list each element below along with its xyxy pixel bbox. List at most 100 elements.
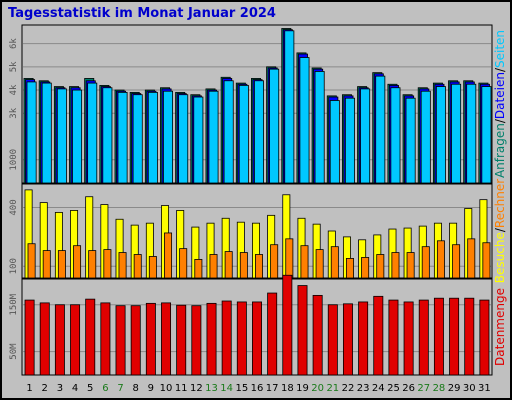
bar-seiten-day-31 xyxy=(481,86,492,184)
x-tick-label-day-15: 15 xyxy=(235,383,248,394)
bar-datenmenge-day-7 xyxy=(115,305,126,376)
bar-seiten-day-17 xyxy=(269,68,280,184)
bar-seiten-day-15 xyxy=(238,85,249,184)
x-tick-label-day-30: 30 xyxy=(463,383,476,394)
bar-seiten-day-26 xyxy=(405,97,416,184)
x-tick-label-day-14: 14 xyxy=(220,383,233,394)
bar-rechner-day-27 xyxy=(421,246,430,279)
bar-seiten-day-20 xyxy=(314,71,325,184)
bar-rechner-day-19 xyxy=(300,245,309,279)
bar-seiten-day-28 xyxy=(435,86,446,184)
y-tick-label: 4k xyxy=(9,84,19,95)
bar-datenmenge-day-6 xyxy=(100,302,111,376)
bar-seiten-day-14 xyxy=(223,80,234,184)
x-tick-label-day-23: 23 xyxy=(357,383,370,394)
x-tick-label-day-4: 4 xyxy=(72,383,78,394)
bar-datenmenge-day-4 xyxy=(70,304,81,376)
bar-datenmenge-day-17 xyxy=(267,292,278,376)
y-tick-label: 400 xyxy=(9,199,19,215)
x-tick-label-day-20: 20 xyxy=(311,383,324,394)
x-tick-label-day-27: 27 xyxy=(417,383,430,394)
bar-datenmenge-day-15 xyxy=(236,301,247,376)
legend-bottom: Datenmenge xyxy=(493,288,507,366)
bar-datenmenge-day-22 xyxy=(342,303,353,376)
bar-rechner-day-3 xyxy=(57,250,66,279)
y-tick-label: 150M xyxy=(9,293,19,315)
bar-seiten-day-12 xyxy=(193,96,204,184)
bar-rechner-day-17 xyxy=(270,244,279,279)
legend-entry-seiten: Seiten xyxy=(493,30,507,68)
bar-seiten-day-10 xyxy=(163,90,174,184)
bar-datenmenge-day-5 xyxy=(85,298,96,376)
bar-rechner-day-26 xyxy=(406,252,415,279)
x-tick-label-day-28: 28 xyxy=(433,383,446,394)
bar-datenmenge-day-26 xyxy=(403,301,414,376)
bar-seiten-day-30 xyxy=(466,83,477,184)
bar-rechner-day-15 xyxy=(239,252,248,279)
bar-datenmenge-day-16 xyxy=(252,301,262,376)
x-tick-label-day-21: 21 xyxy=(326,383,339,394)
legend-entry-besuche: Besuche xyxy=(493,232,507,283)
bar-rechner-day-12 xyxy=(194,258,203,279)
bar-datenmenge-day-19 xyxy=(297,285,308,376)
bar-rechner-day-16 xyxy=(255,254,263,279)
bar-seiten-day-18 xyxy=(284,30,295,184)
bar-datenmenge-day-27 xyxy=(418,299,429,376)
x-tick-label-day-9: 9 xyxy=(148,383,154,394)
x-tick-label-day-16: 16 xyxy=(251,383,264,394)
bar-datenmenge-day-11 xyxy=(176,304,187,376)
bar-seiten-day-9 xyxy=(147,91,158,184)
bar-datenmenge-day-28 xyxy=(433,297,444,376)
bar-rechner-day-22 xyxy=(345,258,354,279)
y-tick-label: 50M xyxy=(9,343,19,360)
x-tick-label-day-11: 11 xyxy=(175,383,188,394)
bar-seiten-day-24 xyxy=(375,75,386,184)
bar-rechner-day-8 xyxy=(133,254,142,279)
legend-entry-rechner: Rechner xyxy=(493,179,507,228)
bar-seiten-day-22 xyxy=(344,97,355,184)
legend-entry-datenmenge: Datenmenge xyxy=(493,288,507,366)
bar-datenmenge-day-2 xyxy=(39,302,50,376)
bar-rechner-day-2 xyxy=(42,250,51,279)
bar-seiten-day-21 xyxy=(329,100,340,184)
y-tick-label: 5k xyxy=(9,61,19,72)
bar-datenmenge-day-1 xyxy=(24,299,35,376)
bar-rechner-day-29 xyxy=(452,244,461,279)
x-tick-label-day-24: 24 xyxy=(372,383,385,394)
bar-seiten-day-11 xyxy=(178,94,189,184)
bar-seiten-day-29 xyxy=(451,83,462,184)
bar-rechner-day-4 xyxy=(73,245,82,279)
bar-rechner-day-18 xyxy=(285,238,294,279)
x-tick-label-day-31: 31 xyxy=(478,383,491,394)
bar-datenmenge-day-18 xyxy=(282,274,293,376)
x-tick-label-day-5: 5 xyxy=(87,383,93,394)
bar-seiten-day-25 xyxy=(390,87,401,184)
x-tick-label-day-1: 1 xyxy=(26,383,32,394)
bar-seiten-day-4 xyxy=(72,89,83,184)
legend-top: Anfragen/Dateien/Seiten xyxy=(493,30,507,178)
x-tick-label-day-29: 29 xyxy=(448,383,461,394)
bar-rechner-day-11 xyxy=(179,248,188,279)
x-tick-label-day-12: 12 xyxy=(190,383,203,394)
bar-seiten-day-5 xyxy=(87,82,98,184)
x-tick-label-day-22: 22 xyxy=(342,383,355,394)
bar-rechner-day-24 xyxy=(376,254,385,279)
bar-rechner-day-6 xyxy=(103,249,112,279)
y-tick-label: 1000 xyxy=(9,149,19,171)
bar-seiten-day-19 xyxy=(299,57,310,184)
bar-datenmenge-day-13 xyxy=(206,302,217,376)
bar-datenmenge-day-21 xyxy=(327,304,338,376)
bar-datenmenge-day-14 xyxy=(221,300,232,376)
bar-rechner-day-10 xyxy=(164,232,173,279)
x-tick-label-day-10: 10 xyxy=(160,383,173,394)
bar-seiten-day-16 xyxy=(254,80,264,184)
y-tick-label: 100 xyxy=(9,258,19,274)
bar-rechner-day-7 xyxy=(118,252,127,279)
chart-title: Tagesstatistik im Monat Januar 2024 xyxy=(8,6,276,21)
bar-rechner-day-31 xyxy=(482,242,491,279)
x-tick-label-day-3: 3 xyxy=(57,383,63,394)
bar-datenmenge-day-31 xyxy=(479,299,490,376)
legend-middle: Besuche/Rechner xyxy=(493,179,507,283)
bar-datenmenge-day-30 xyxy=(464,297,475,376)
bar-seiten-day-2 xyxy=(41,82,52,184)
